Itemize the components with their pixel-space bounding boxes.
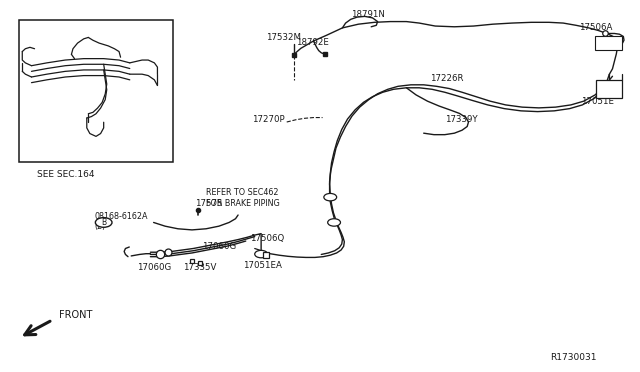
Circle shape xyxy=(324,193,337,201)
Text: B: B xyxy=(101,218,106,227)
Text: FRONT: FRONT xyxy=(59,311,92,320)
Bar xyxy=(596,80,622,98)
Text: 17575: 17575 xyxy=(195,199,223,208)
Text: SEE SEC.164: SEE SEC.164 xyxy=(37,170,95,179)
Text: 18792E: 18792E xyxy=(296,38,328,47)
Text: 17506Q: 17506Q xyxy=(250,234,284,243)
Circle shape xyxy=(328,219,340,226)
Circle shape xyxy=(255,250,268,258)
Text: 18791N: 18791N xyxy=(351,10,385,19)
Text: R1730031: R1730031 xyxy=(550,353,597,362)
Text: 17060G: 17060G xyxy=(202,242,237,251)
Bar xyxy=(19,20,173,162)
Text: 17060G: 17060G xyxy=(137,263,172,272)
Text: 17506A: 17506A xyxy=(579,23,612,32)
Text: 08168-6162A
(2): 08168-6162A (2) xyxy=(95,212,148,231)
Bar xyxy=(595,36,622,50)
Text: 17335V: 17335V xyxy=(183,263,216,272)
Circle shape xyxy=(95,218,112,227)
Text: 17339Y: 17339Y xyxy=(445,115,477,124)
Text: 17051E: 17051E xyxy=(581,97,614,106)
Text: 17532M: 17532M xyxy=(266,33,301,42)
Text: 17226R: 17226R xyxy=(430,74,463,83)
Text: 17270P: 17270P xyxy=(252,115,284,124)
Text: REFER TO SEC462
FOR BRAKE PIPING: REFER TO SEC462 FOR BRAKE PIPING xyxy=(206,188,280,208)
Text: 17051EA: 17051EA xyxy=(243,261,282,270)
